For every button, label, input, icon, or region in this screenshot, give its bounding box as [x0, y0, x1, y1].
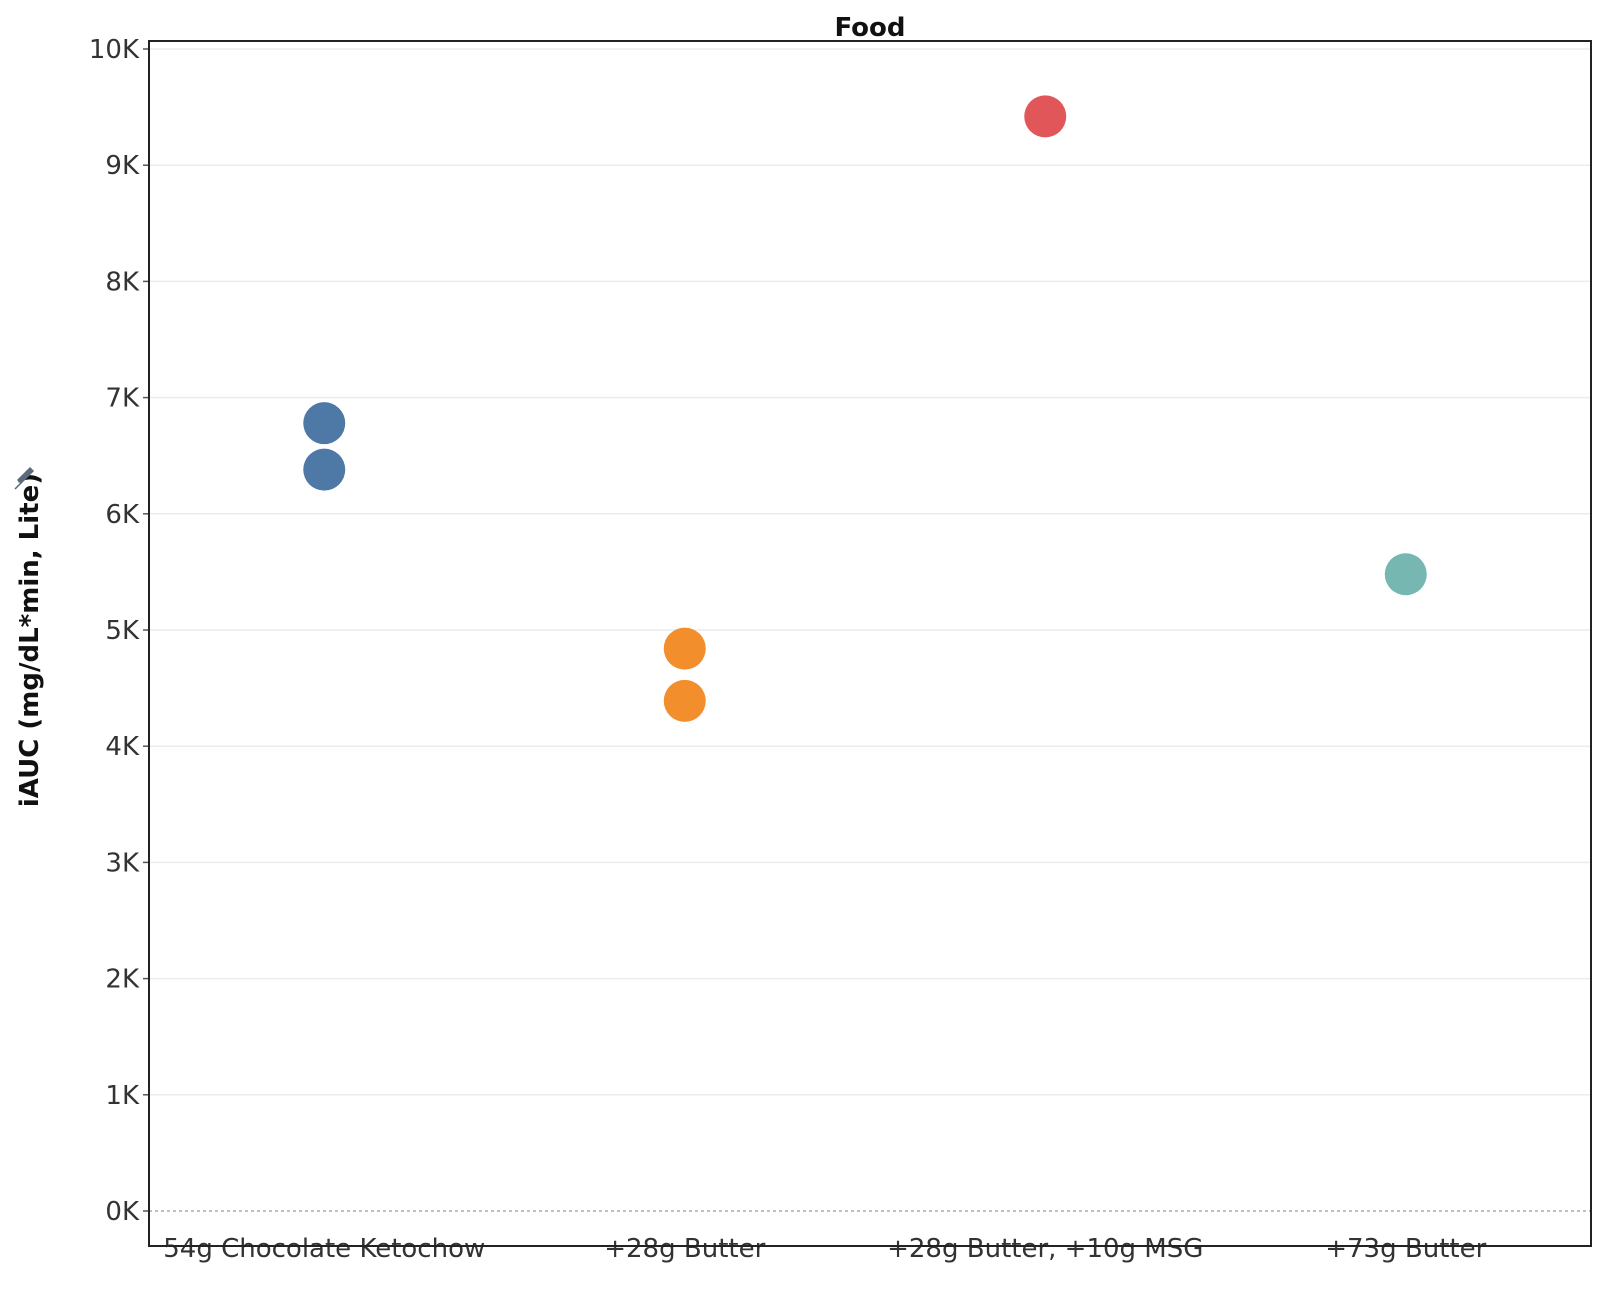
y-tick-label: 0K [105, 1197, 140, 1227]
data-points [303, 95, 1427, 722]
data-point[interactable] [303, 402, 346, 445]
y-tick-label: 5K [105, 616, 140, 646]
x-axis: 54g Chocolate Ketochow +28g Butter +28g Bu… [163, 1234, 1486, 1264]
y-tick-label: 2K [105, 965, 140, 995]
data-point[interactable] [303, 448, 346, 491]
y-axis-title: iAUC (mg/dL*min, Lite) [15, 473, 45, 807]
y-tick-label: 3K [105, 848, 140, 878]
header-title: Food [834, 13, 905, 43]
y-axis-title-group: iAUC (mg/dL*min, Lite) [15, 473, 45, 807]
y-tick-label: 7K [105, 384, 140, 414]
gridlines [149, 48, 1591, 1212]
data-point[interactable] [663, 679, 706, 722]
pin-icon[interactable] [14, 466, 35, 490]
y-tick-label: 10K [89, 35, 140, 65]
data-point[interactable] [663, 627, 706, 670]
data-point[interactable] [1384, 553, 1427, 596]
x-category-label: +73g Butter [1325, 1234, 1486, 1264]
y-tick-label: 9K [105, 151, 140, 181]
y-tick-label: 4K [105, 732, 140, 762]
y-axis: 0K 1K 2K 3K 4K 5K 6K 7K 8K 9K 10K [89, 35, 149, 1227]
y-tick-label: 8K [105, 267, 140, 297]
x-category-label: +28g Butter, +10g MSG [887, 1234, 1203, 1264]
data-point[interactable] [1024, 95, 1067, 138]
y-tick-label: 6K [105, 500, 140, 530]
y-tick-label: 1K [105, 1081, 140, 1111]
x-category-label: 54g Chocolate Ketochow [163, 1234, 485, 1264]
plot-frame [148, 40, 1592, 1247]
x-category-label: +28g Butter [604, 1234, 765, 1264]
